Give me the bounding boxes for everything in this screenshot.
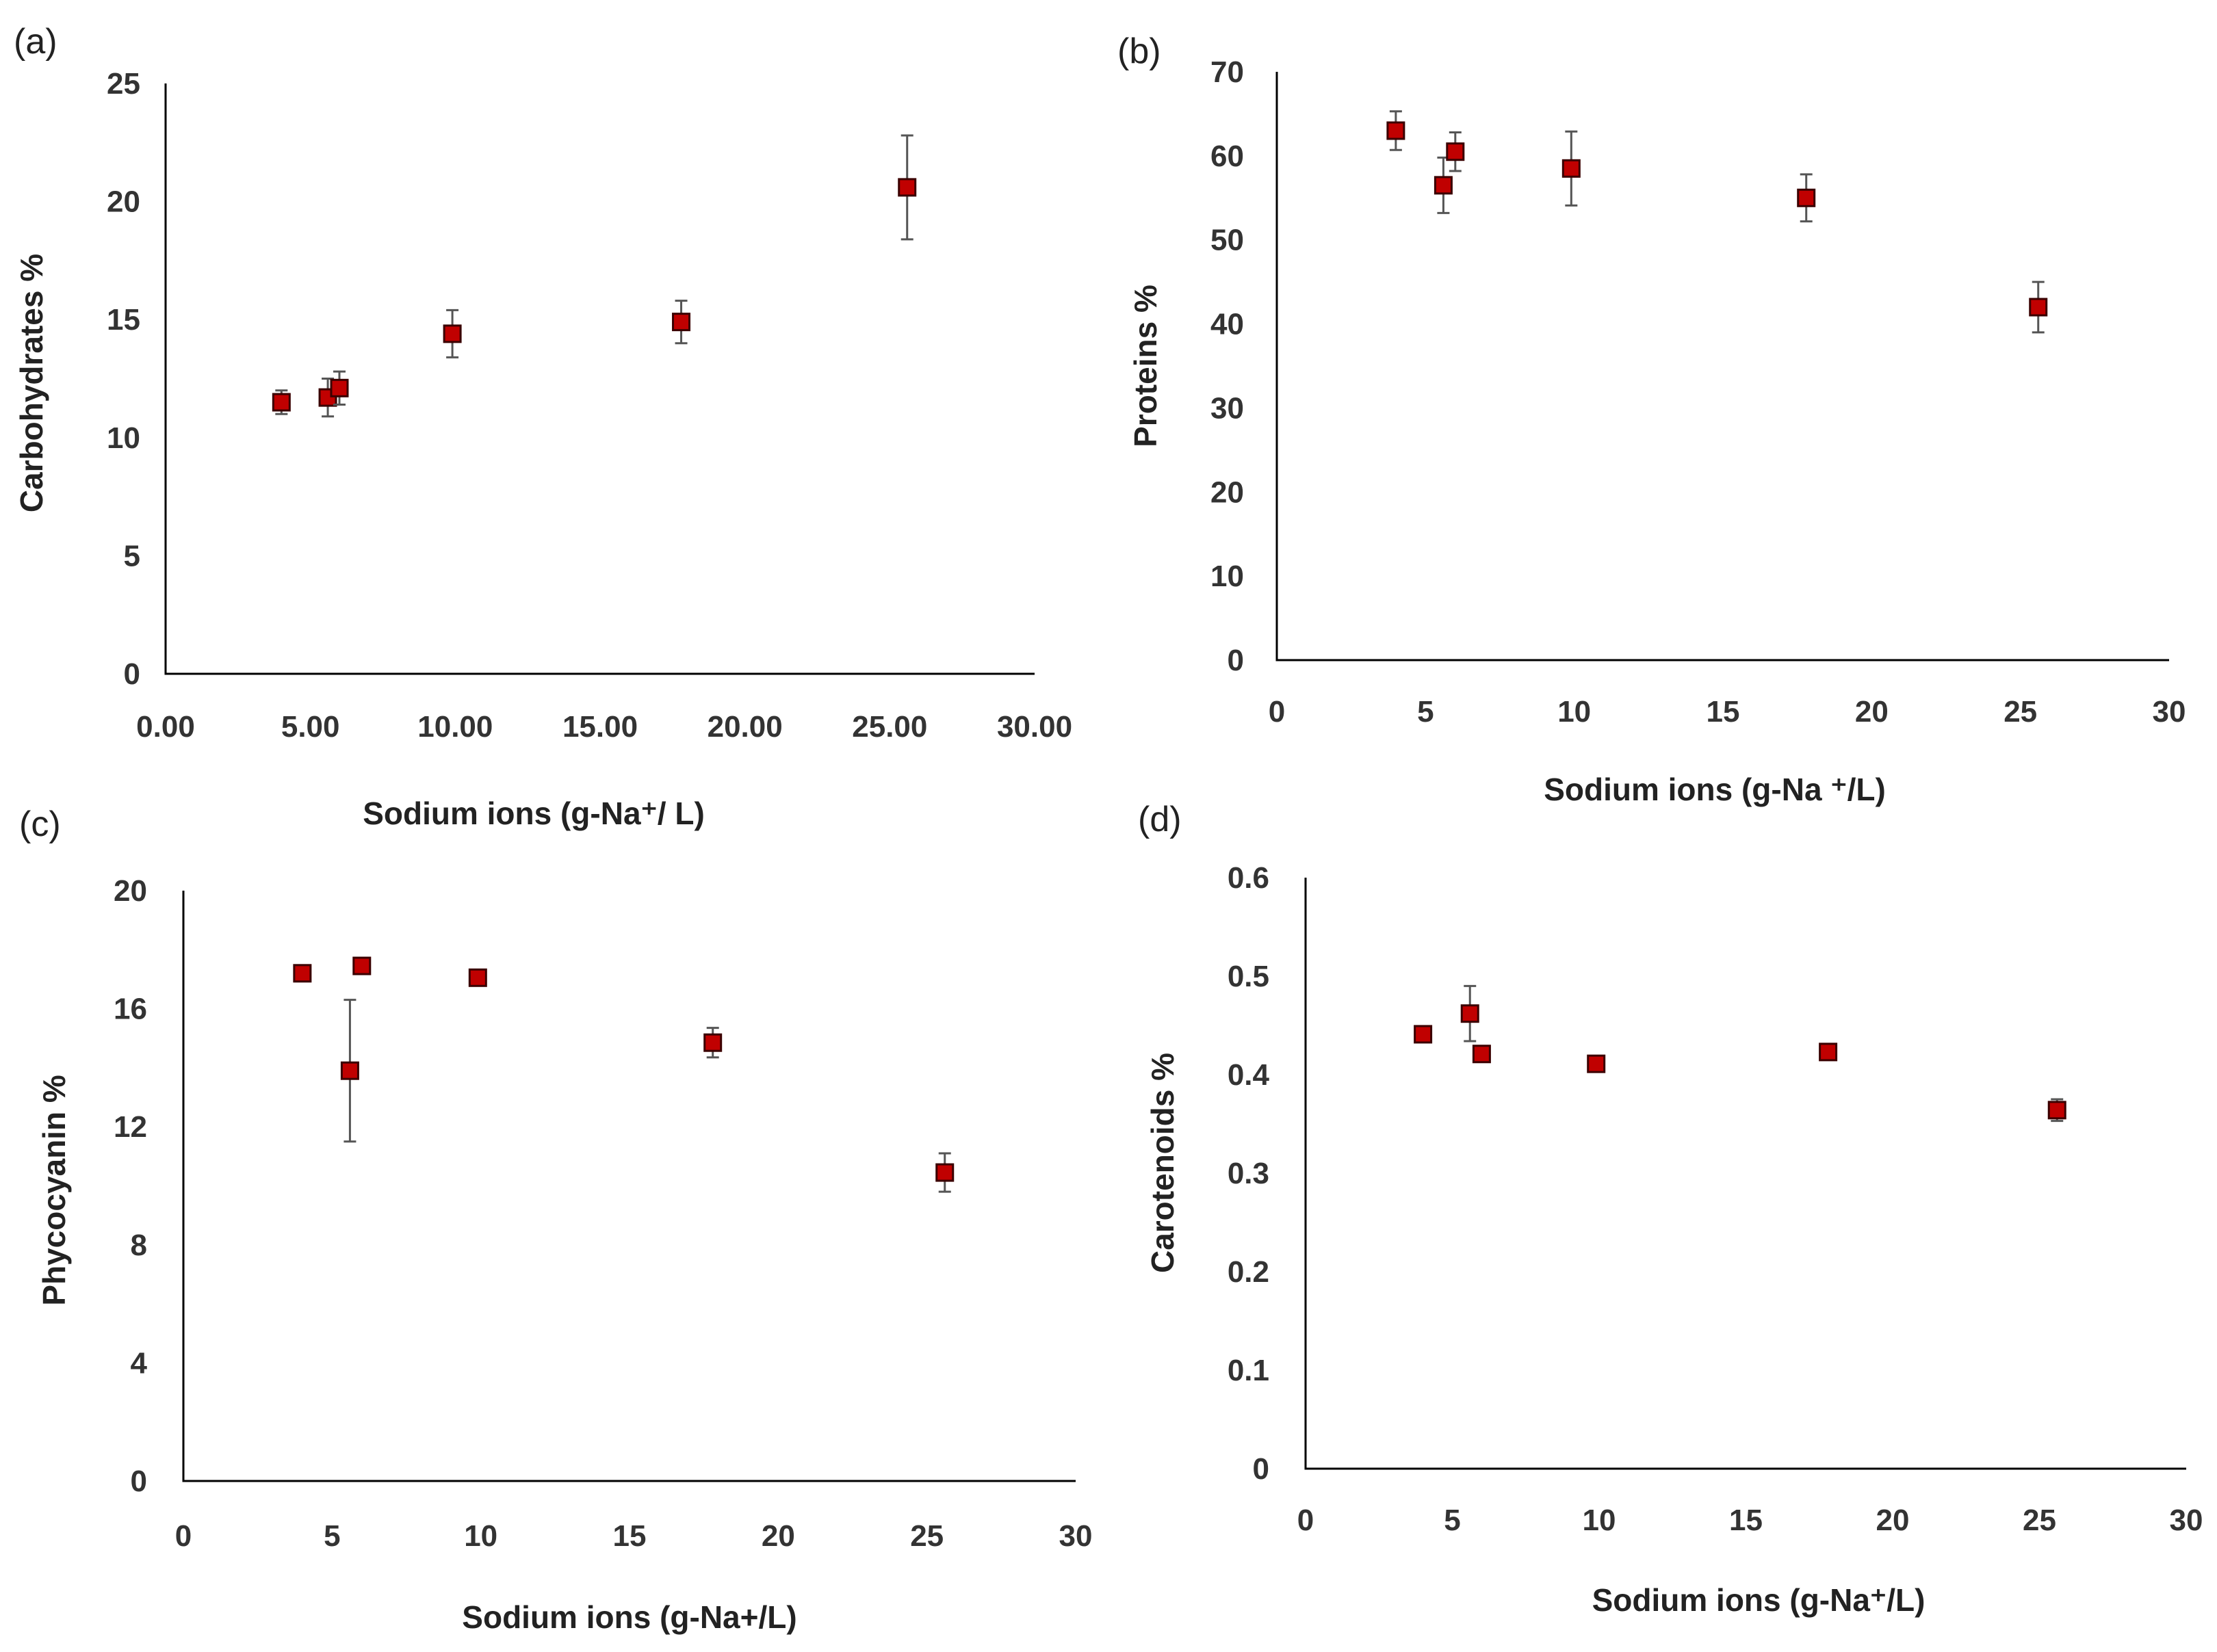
y-axis-title: Proteins %	[1128, 285, 1163, 447]
data-point	[1446, 142, 1465, 161]
x-tick-label: 30	[1059, 1519, 1093, 1553]
x-tick-label: 20	[1876, 1504, 1910, 1537]
x-tick-label: 10	[1557, 695, 1591, 729]
data-point	[330, 378, 349, 397]
x-tick-label: 0.00	[136, 710, 195, 744]
x-tick-label: 0	[1269, 695, 1285, 729]
chart-panel-1: (a) 0.00 5.00 10.00 15.00 20.00 25.00 30.00 0 5 10…	[14, 22, 1072, 831]
data-point	[1561, 159, 1581, 178]
y-tick-label: 30	[1210, 391, 1244, 425]
x-tick-label: 5.00	[281, 710, 340, 744]
y-tick-label: 10	[1210, 560, 1244, 593]
y-tick-label: 0.6	[1228, 861, 1269, 895]
x-tick-label: 30.00	[997, 710, 1072, 744]
data-point	[1414, 1025, 1433, 1044]
y-axis-title: Carbohydrates %	[14, 254, 49, 512]
x-axis-title: Sodium ions (g-Na+/L)	[462, 1599, 796, 1635]
y-tick-label: 0.4	[1228, 1058, 1270, 1092]
x-tick-label: 15	[613, 1519, 647, 1553]
x-tick-label: 25	[910, 1519, 944, 1553]
y-tick-label: 8	[131, 1229, 147, 1262]
y-tick-label: 25	[107, 67, 140, 101]
y-tick-label: 4	[131, 1346, 148, 1380]
panel-label: (a)	[14, 22, 57, 62]
x-tick-label: 25	[2023, 1504, 2056, 1537]
x-tick-label: 15	[1707, 695, 1740, 729]
data-point	[703, 1033, 723, 1052]
x-tick-label: 20.00	[708, 710, 783, 744]
x-tick-label: 30	[2153, 695, 2186, 729]
y-tick-label: 0.5	[1228, 960, 1269, 993]
y-tick-label: 20	[114, 874, 147, 908]
data-point	[672, 313, 691, 332]
y-tick-label: 20	[107, 185, 140, 219]
y-tick-label: 70	[1210, 55, 1244, 89]
panel-label: (c)	[19, 804, 61, 844]
y-tick-label: 5	[124, 539, 140, 573]
data-point	[272, 393, 291, 412]
chart-panel-2: (b) 0 5 10 15 20 25 30 0 10 20 30 40 50 60 70 Sodium ion…	[1117, 31, 2186, 807]
y-tick-label: 0.3	[1228, 1157, 1269, 1190]
y-tick-label: 50	[1210, 224, 1244, 257]
y-tick-label: 0	[124, 657, 140, 691]
x-tick-label: 15	[1729, 1504, 1763, 1537]
data-point	[898, 178, 917, 197]
y-tick-label: 0	[131, 1465, 147, 1498]
data-point	[1472, 1045, 1491, 1064]
y-tick-label: 15	[107, 303, 140, 337]
y-tick-label: 16	[114, 993, 147, 1026]
x-tick-label: 5	[1444, 1504, 1460, 1537]
y-tick-label: 20	[1210, 475, 1244, 509]
data-point	[468, 968, 487, 987]
x-tick-label: 10.00	[417, 710, 493, 744]
x-tick-label: 25	[2004, 695, 2037, 729]
data-point	[352, 956, 372, 975]
x-tick-label: 5	[1417, 695, 1434, 729]
panel-label: (b)	[1117, 31, 1161, 71]
data-point	[293, 964, 312, 983]
x-tick-label: 0	[1297, 1504, 1314, 1537]
data-point	[1386, 121, 1405, 140]
y-axis-title: Carotenoids %	[1145, 1053, 1180, 1273]
y-tick-label: 0.1	[1228, 1354, 1269, 1387]
y-tick-label: 0.2	[1228, 1255, 1269, 1289]
y-tick-label: 60	[1210, 140, 1244, 173]
data-point	[340, 1061, 359, 1080]
data-point	[443, 324, 462, 343]
data-point	[1434, 176, 1453, 195]
x-axis-title: Sodium ions (g-Na⁺/L)	[1592, 1582, 1926, 1618]
x-tick-label: 0	[175, 1519, 192, 1553]
panel-label: (d)	[1138, 800, 1182, 839]
x-tick-label: 5	[324, 1519, 340, 1553]
data-point	[2029, 298, 2048, 317]
y-tick-label: 0	[1253, 1452, 1269, 1486]
x-tick-label: 20	[762, 1519, 795, 1553]
x-tick-label: 25.00	[852, 710, 927, 744]
data-point	[1460, 1004, 1479, 1023]
x-axis-title: Sodium ions (g-Na⁺/ L)	[363, 796, 705, 831]
data-point	[1587, 1054, 1606, 1073]
data-point	[2047, 1101, 2066, 1120]
y-tick-label: 40	[1210, 308, 1244, 341]
x-tick-label: 20	[1855, 695, 1889, 729]
y-tick-label: 12	[114, 1110, 147, 1144]
x-tick-label: 30	[2170, 1504, 2203, 1537]
y-axis-title: Phycocyanin %	[36, 1075, 72, 1305]
data-point	[1819, 1043, 1838, 1062]
data-point	[935, 1163, 955, 1182]
x-tick-label: 10	[464, 1519, 497, 1553]
y-tick-label: 10	[107, 421, 140, 455]
chart-panel-4: (d) 0 5 10 15 20 25 30 0 0.1 0.2 0.3 0.4 0.5 0.6 Sodium…	[1138, 800, 2203, 1618]
y-tick-label: 0	[1228, 644, 1244, 677]
x-axis-title: Sodium ions (g-Na ⁺/L)	[1544, 772, 1886, 807]
data-point	[1797, 188, 1816, 207]
x-tick-label: 10	[1583, 1504, 1616, 1537]
chart-panel-3: (c) 0 5 10 15 20 25 30 0 4 8 12 16 20 Sodium ions (g-N…	[19, 804, 1092, 1635]
x-tick-label: 15.00	[562, 710, 638, 744]
